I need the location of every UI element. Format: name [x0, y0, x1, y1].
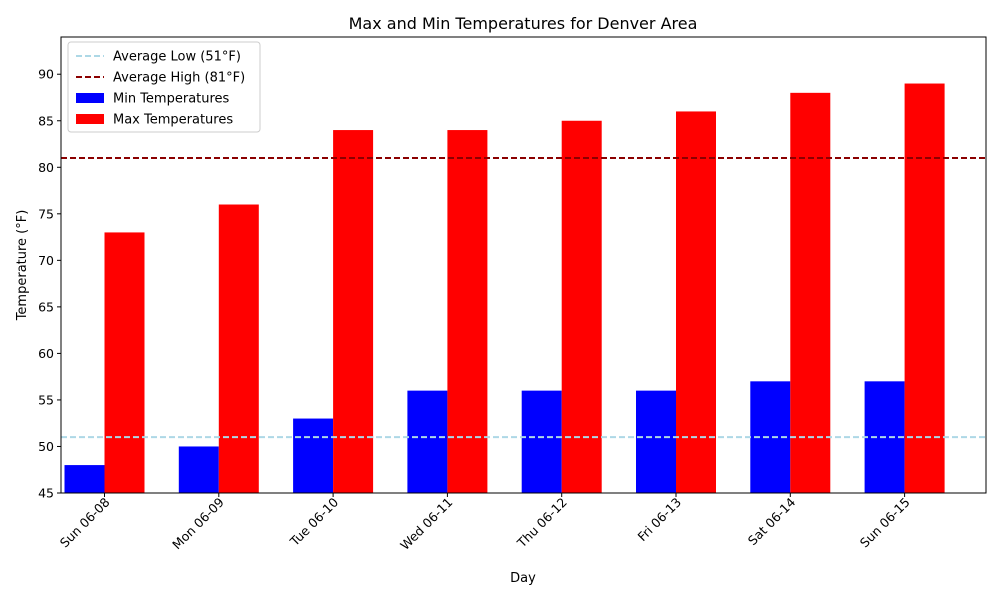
x-axis-label: Day — [510, 571, 536, 586]
legend: Average Low (51°F) Average High (81°F) Min… — [67, 41, 261, 133]
min-temperatures-bar — [178, 446, 219, 493]
chart-title: Max and Min Temperatures for Denver Area — [349, 14, 698, 33]
legend-label-average-low-51-f: Average Low (51°F) — [113, 50, 241, 65]
legend-box — [67, 41, 261, 133]
x-tick-label: Sun 06-15 — [857, 495, 913, 551]
y-tick-label: 65 — [38, 299, 54, 314]
x-tick-label: Fri 06-13 — [634, 495, 684, 545]
legend-swatch-max-temperatures — [76, 114, 104, 124]
y-axis: 45 50 55 60 65 70 75 80 85 90 — [38, 67, 61, 501]
x-tick-label: Sun 06-08 — [57, 494, 113, 550]
y-tick-label: 55 — [38, 392, 54, 407]
x-axis: Sun 06-08 Mon 06-09 Tue 06-10 Wed 06-11 Thu … — [57, 493, 913, 553]
legend-label-max-temperatures: Max Temperatures — [113, 113, 233, 128]
max-temperatures-bar — [904, 83, 945, 493]
y-tick-label: 70 — [38, 253, 54, 268]
x-tick-label: Sat 06-14 — [745, 494, 799, 548]
x-tick-label: Mon 06-09 — [169, 494, 227, 552]
legend-label-min-temperatures: Min Temperatures — [113, 92, 230, 107]
y-tick-label: 75 — [38, 206, 54, 221]
y-tick-label: 60 — [38, 346, 54, 361]
min-temperatures-bar — [407, 390, 448, 493]
reference-lines-layer — [61, 156, 986, 439]
x-tick-label: Tue 06-10 — [286, 494, 341, 549]
max-temperatures-bar — [447, 130, 488, 493]
max-temperatures-bar — [333, 130, 374, 493]
min-temperatures-bar — [521, 390, 562, 493]
max-temperatures-bar — [218, 204, 259, 493]
y-tick-label: 90 — [38, 67, 54, 82]
y-tick-label: 85 — [38, 113, 54, 128]
x-tick-label: Wed 06-11 — [397, 495, 455, 553]
y-axis-label: Temperature (°F) — [15, 210, 30, 322]
min-temperatures-bar — [64, 465, 105, 493]
legend-label-average-high-81-f: Average High (81°F) — [113, 71, 245, 86]
plot-frame — [60, 36, 987, 494]
max-temperatures-bar — [104, 232, 145, 493]
y-tick-label: 50 — [38, 439, 54, 454]
min-temperatures-bar — [636, 390, 676, 493]
max-temperatures-bar — [790, 92, 831, 493]
y-tick-label: 45 — [38, 486, 54, 501]
y-tick-label: 80 — [38, 160, 54, 175]
min-temperatures-bar — [293, 418, 334, 493]
bars-layer — [64, 83, 945, 493]
max-temperatures-bar — [561, 120, 602, 493]
legend-swatch-min-temperatures — [76, 93, 104, 103]
max-temperatures-bar — [676, 111, 716, 493]
x-tick-label: Thu 06-12 — [513, 495, 569, 551]
